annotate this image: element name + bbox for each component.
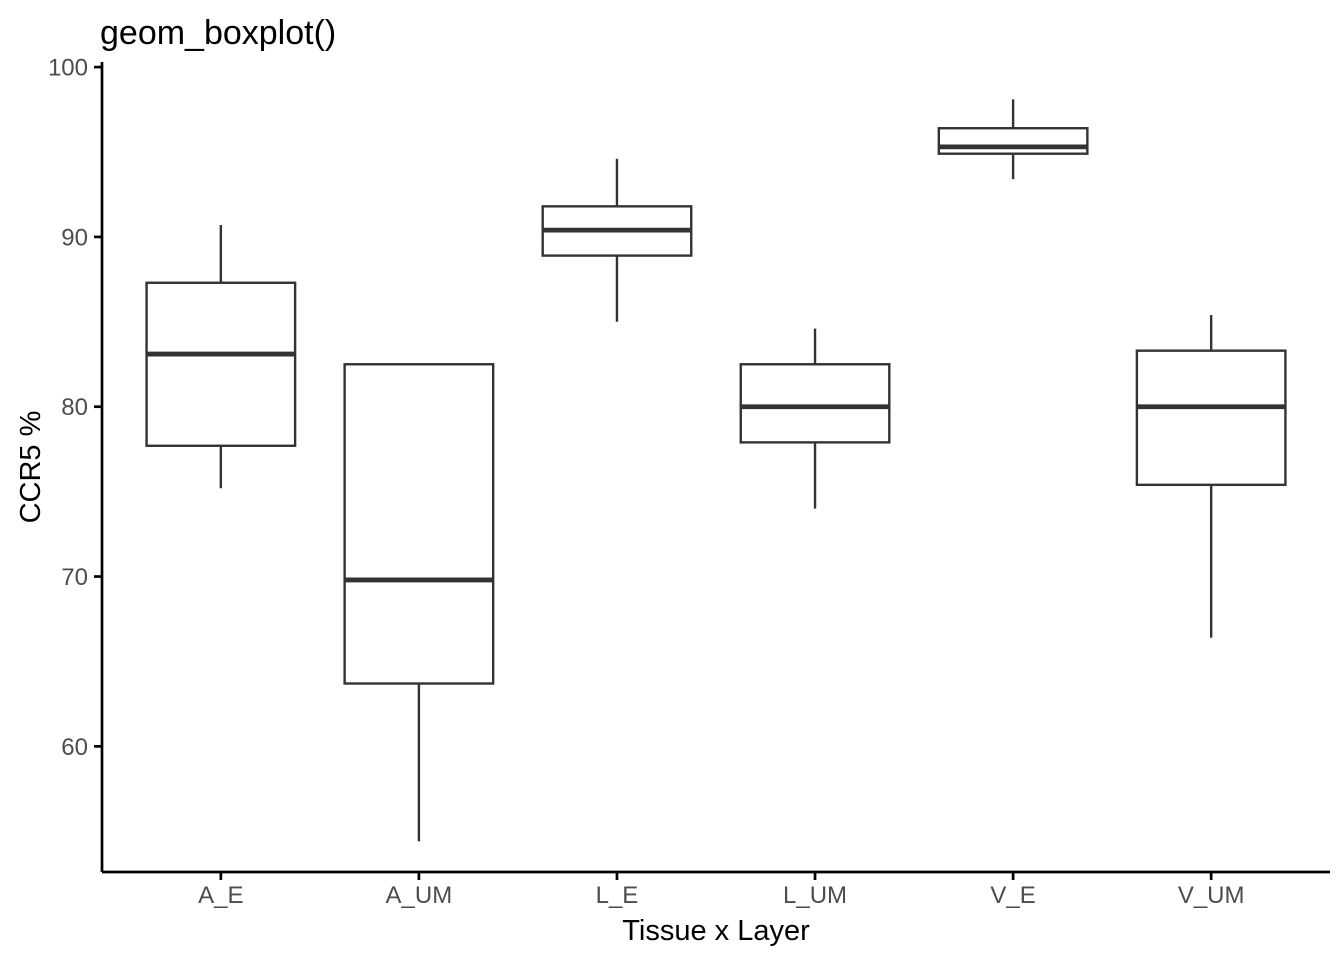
axes: 60 70 80 90 100 A_E A_UM L_E L_UM V_E V_UM <box>48 55 1330 909</box>
boxplot-V_E <box>937 99 1089 180</box>
boxplot-V_UM <box>1135 315 1287 638</box>
boxplot-L_UM <box>739 328 891 509</box>
y-tick-label-80: 80 <box>61 394 88 421</box>
box-iqr-A_UM <box>343 363 495 685</box>
boxplot-A_E <box>145 225 297 489</box>
x-tick-label-V_E: V_E <box>990 882 1035 909</box>
x-tick-label-L_UM: L_UM <box>783 882 847 909</box>
boxplot-L_E <box>541 158 693 322</box>
y-tick-label-100: 100 <box>48 55 88 82</box>
box-iqr-L_UM <box>739 363 891 444</box>
x-tick-label-L_E: L_E <box>596 882 639 909</box>
y-tick-label-70: 70 <box>61 564 88 591</box>
x-tick-label-V_UM: V_UM <box>1178 882 1245 909</box>
x-tick-label-A_E: A_E <box>198 882 243 909</box>
x-axis-title: Tissue x Layer <box>622 915 810 947</box>
box-iqr-V_E <box>937 127 1089 155</box>
boxplot-A_UM <box>343 363 495 842</box>
box-iqr-V_UM <box>1135 349 1287 487</box>
y-tick-label-60: 60 <box>61 734 88 761</box>
y-axis-title: CCR5 % <box>15 411 47 524</box>
plot-title: geom_boxplot() <box>100 14 336 52</box>
box-iqr-A_E <box>145 281 297 447</box>
boxplots <box>145 99 1287 842</box>
x-tick-label-A_UM: A_UM <box>386 882 453 909</box>
y-tick-label-90: 90 <box>61 224 88 251</box>
